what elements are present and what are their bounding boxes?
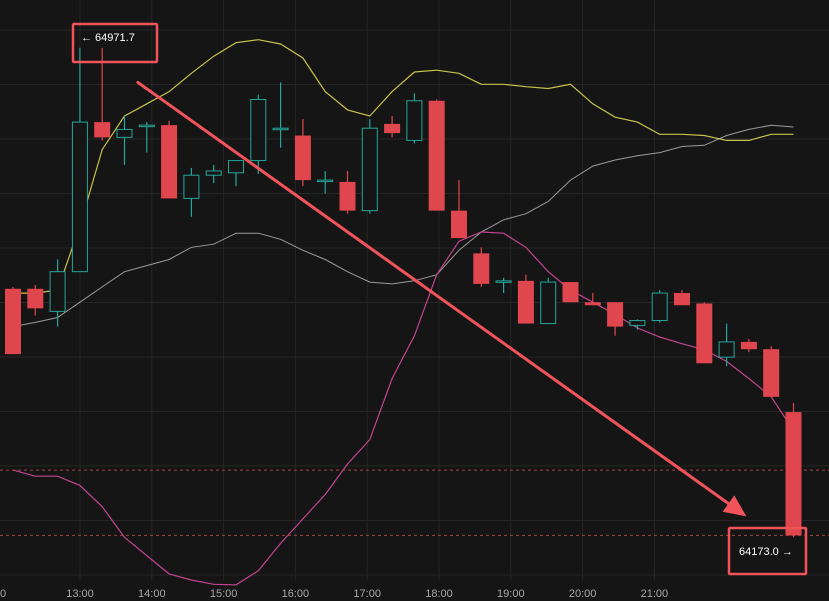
candle-body xyxy=(718,341,735,358)
candle-body xyxy=(71,121,88,273)
x-tick-label: 21:00 xyxy=(641,588,669,600)
x-tick-label: 0 xyxy=(0,588,6,600)
candle-body xyxy=(540,281,557,325)
candle-body xyxy=(495,280,512,283)
candle-body xyxy=(49,271,66,312)
candle-body xyxy=(629,320,646,326)
dashed-levels xyxy=(0,469,829,536)
candle-body xyxy=(473,253,490,284)
candle-body xyxy=(361,127,378,212)
candle-body xyxy=(5,288,21,355)
candle-body xyxy=(562,282,579,303)
lower-band-line xyxy=(12,231,794,586)
price-callout-box xyxy=(727,526,808,576)
candle-body xyxy=(250,99,267,162)
bollinger-bands xyxy=(12,39,794,586)
candle-body xyxy=(161,125,178,199)
candle-body xyxy=(27,288,44,309)
candle-body xyxy=(607,302,624,327)
x-axis: 0 13:00 14:00 15:00 16:00 17:00 18:00 19:00 20:0… xyxy=(0,588,668,600)
candle-body xyxy=(294,135,311,181)
candle-body xyxy=(696,303,713,364)
trend-arrow-head xyxy=(722,495,747,517)
candle-body xyxy=(205,170,222,176)
middle-band-line xyxy=(12,124,794,328)
candle-body xyxy=(138,124,155,128)
candle-body xyxy=(651,292,668,322)
candle-body xyxy=(674,293,690,306)
candle-body xyxy=(584,302,601,306)
candle-body xyxy=(785,412,802,536)
price-callout-label: ← 64971.7 xyxy=(81,32,135,44)
grid xyxy=(0,0,829,580)
candle-body xyxy=(384,123,401,134)
candle-body xyxy=(763,349,780,397)
candle-body xyxy=(183,174,200,199)
candle-body xyxy=(317,179,334,183)
candle-body xyxy=(517,280,534,324)
candle-body xyxy=(116,128,133,138)
x-tick-label: 15:00 xyxy=(210,588,238,600)
candle-body xyxy=(406,100,423,141)
x-tick-label: 13:00 xyxy=(66,588,94,600)
x-tick-label: 20:00 xyxy=(569,588,597,600)
candle-body xyxy=(740,341,757,350)
x-tick-label: 18:00 xyxy=(425,588,453,600)
candle-body xyxy=(272,127,289,131)
trend-arrow-shaft xyxy=(136,80,743,515)
price-callout-label: 64173.0 → xyxy=(739,546,793,558)
candle-body xyxy=(428,100,445,211)
trend-arrow xyxy=(136,80,747,517)
price-callouts: ← 64971.7 64173.0 → xyxy=(71,22,808,576)
candle-body xyxy=(228,160,244,174)
candles xyxy=(5,47,802,538)
upper-band-line xyxy=(13,39,794,294)
price-callout-box xyxy=(71,22,159,64)
x-tick-label: 14:00 xyxy=(138,588,166,600)
candle-body xyxy=(94,122,111,138)
candle-body xyxy=(339,181,356,211)
x-tick-label: 17:00 xyxy=(353,588,381,600)
candle-body xyxy=(451,210,467,239)
x-tick-label: 16:00 xyxy=(282,588,310,600)
x-tick-label: 19:00 xyxy=(497,588,525,600)
